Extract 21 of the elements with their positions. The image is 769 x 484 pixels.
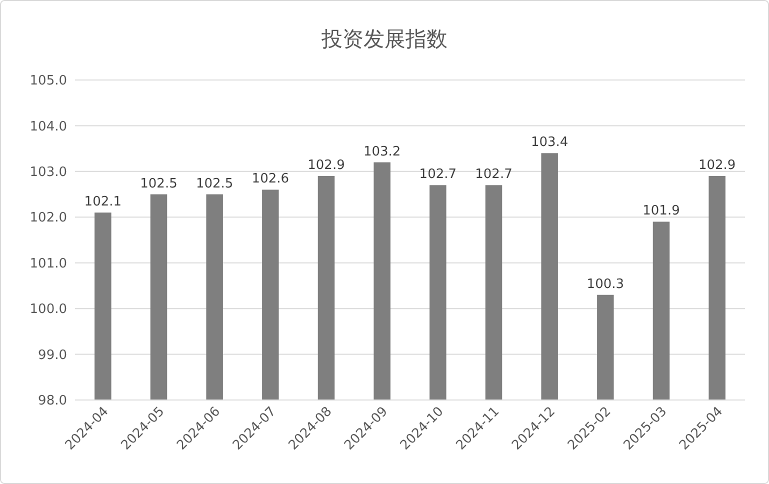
y-tick-label: 100.0: [30, 302, 67, 318]
y-tick-label: 102.0: [30, 210, 67, 226]
y-tick-label: 99.0: [38, 348, 67, 363]
y-tick-label: 101.0: [30, 256, 67, 272]
data-label: 102.5: [140, 176, 178, 192]
chart-title: 投资发展指数: [320, 27, 448, 51]
data-label: 102.6: [252, 172, 290, 187]
data-label: 103.2: [363, 144, 401, 160]
data-label: 102.9: [308, 158, 345, 173]
y-tick-label: 98.0: [38, 394, 67, 409]
y-tick-label: 103.0: [30, 164, 67, 180]
y-tick-label: 105.0: [30, 74, 67, 89]
data-label: 101.9: [642, 204, 680, 219]
data-label: 103.4: [530, 135, 568, 150]
data-label: 102.5: [196, 176, 234, 192]
data-label: 100.3: [586, 276, 624, 292]
y-tick-label: 104.0: [30, 119, 67, 134]
data-label: 102.9: [698, 158, 736, 173]
data-label: 102.7: [475, 167, 512, 182]
data-label: 102.7: [419, 167, 457, 182]
data-label: 102.1: [84, 194, 122, 210]
